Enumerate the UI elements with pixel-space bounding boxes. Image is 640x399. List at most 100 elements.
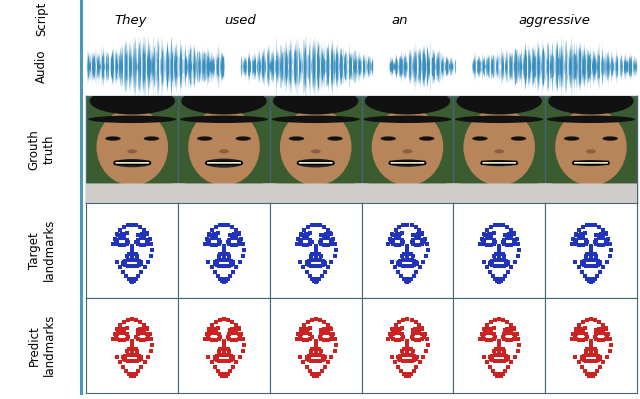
Point xyxy=(302,242,312,248)
Point xyxy=(302,235,312,241)
Point xyxy=(303,262,314,268)
Point xyxy=(302,261,312,267)
Point xyxy=(506,322,516,328)
Point xyxy=(410,353,420,359)
Point xyxy=(299,337,309,343)
Point xyxy=(227,319,237,325)
Point xyxy=(593,357,603,363)
Point xyxy=(312,257,323,263)
FancyBboxPatch shape xyxy=(206,161,242,164)
Point xyxy=(111,354,122,360)
Point xyxy=(316,241,326,247)
Point xyxy=(390,242,401,248)
Point xyxy=(299,330,309,336)
Point xyxy=(595,259,605,265)
Point xyxy=(594,326,604,333)
Point xyxy=(129,373,139,379)
Point xyxy=(316,236,326,243)
Point xyxy=(131,239,141,245)
Ellipse shape xyxy=(602,136,618,141)
Text: Grouth
truth: Grouth truth xyxy=(28,129,56,170)
Point xyxy=(385,330,395,337)
Point xyxy=(124,251,134,257)
Point xyxy=(139,330,149,336)
Point xyxy=(577,337,588,343)
Point xyxy=(301,259,312,266)
Point xyxy=(495,358,506,364)
Point xyxy=(401,263,411,269)
Point xyxy=(485,259,495,266)
Point xyxy=(319,242,329,248)
Point xyxy=(598,337,608,343)
Point xyxy=(422,342,433,348)
Point xyxy=(219,338,229,344)
Point xyxy=(143,259,153,265)
Point xyxy=(401,257,411,263)
Point xyxy=(590,334,600,340)
Point xyxy=(215,334,225,340)
Ellipse shape xyxy=(219,149,229,154)
Point xyxy=(224,348,234,354)
Point xyxy=(582,346,593,352)
Point xyxy=(482,337,492,343)
Point xyxy=(147,241,157,247)
Point xyxy=(111,334,122,340)
Point xyxy=(326,326,336,332)
Point xyxy=(127,249,138,256)
Point xyxy=(124,275,134,282)
Point xyxy=(143,334,154,340)
Point xyxy=(293,235,303,242)
Point xyxy=(236,235,246,242)
Point xyxy=(489,348,499,354)
Point xyxy=(588,263,598,269)
Point xyxy=(577,354,587,361)
Point xyxy=(420,330,430,337)
Point xyxy=(220,263,230,269)
Point xyxy=(489,336,499,342)
Point xyxy=(394,354,404,360)
Point xyxy=(584,275,595,282)
Point xyxy=(298,264,308,271)
Point xyxy=(385,235,395,242)
Point xyxy=(124,346,134,352)
Point xyxy=(578,325,588,332)
Point xyxy=(485,354,495,361)
Point xyxy=(403,344,413,351)
Point xyxy=(485,259,495,266)
Point xyxy=(321,231,331,237)
Point xyxy=(132,326,143,333)
Point xyxy=(215,370,225,377)
Point xyxy=(397,230,407,237)
Point xyxy=(214,331,224,338)
Point xyxy=(415,359,425,365)
Point xyxy=(407,358,417,364)
Point xyxy=(136,259,147,266)
Point xyxy=(406,239,417,245)
Point xyxy=(509,231,519,237)
Point xyxy=(509,236,519,243)
Ellipse shape xyxy=(280,109,351,186)
Ellipse shape xyxy=(372,109,444,186)
Point xyxy=(310,253,321,259)
Point xyxy=(112,326,122,332)
Point xyxy=(478,239,488,245)
Point xyxy=(323,325,333,332)
Point xyxy=(326,354,337,360)
Point xyxy=(584,352,595,358)
Point xyxy=(496,278,506,284)
Point xyxy=(595,259,605,266)
Point xyxy=(486,354,496,360)
Point xyxy=(490,346,500,352)
Point xyxy=(134,262,145,268)
Point xyxy=(408,331,418,338)
Point xyxy=(228,259,238,266)
Point xyxy=(574,330,584,336)
Point xyxy=(580,368,590,374)
Point xyxy=(590,222,600,228)
Point xyxy=(399,346,409,352)
Point xyxy=(306,358,316,364)
Point xyxy=(387,326,397,332)
Point xyxy=(309,263,319,269)
Point xyxy=(397,331,407,338)
Point xyxy=(301,354,312,361)
